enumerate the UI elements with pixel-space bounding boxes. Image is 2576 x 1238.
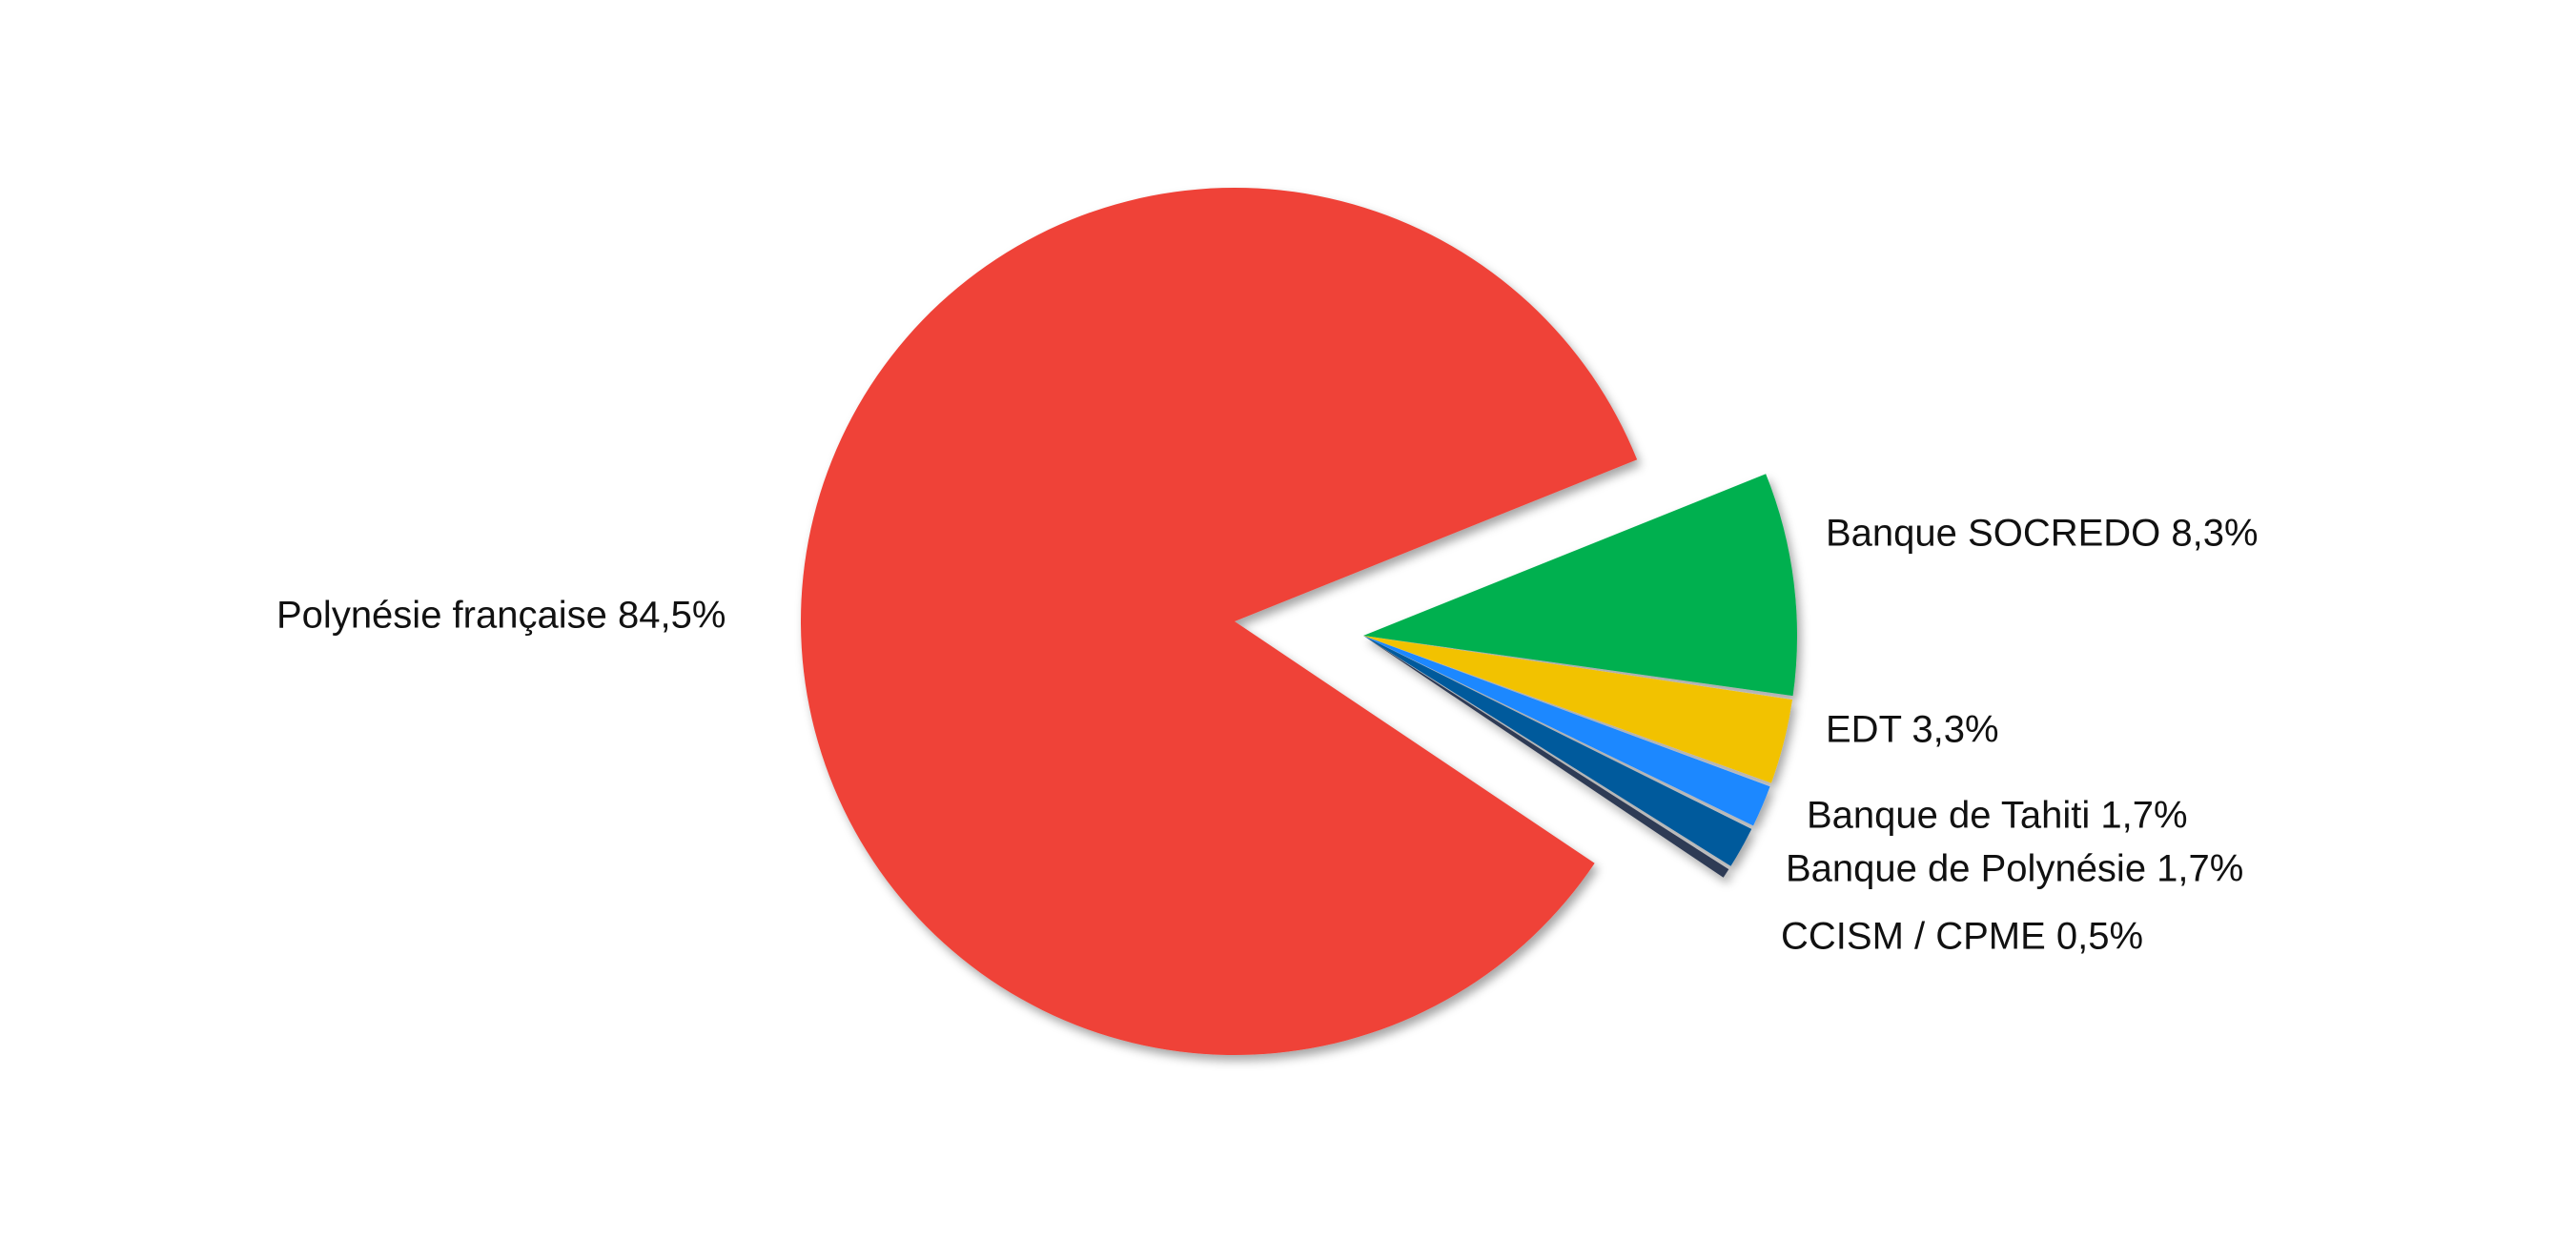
label-polynesie-francaise: Polynésie française 84,5% <box>276 595 726 637</box>
labels-layer: Polynésie française 84,5% Banque SOCREDO … <box>276 513 2259 958</box>
slice-banque-socredo <box>1363 474 1798 697</box>
slice-ccism-cpme <box>1363 636 1729 878</box>
label-banque-de-polynesie: Banque de Polynésie 1,7% <box>1786 848 2243 890</box>
slice-banque-de-polynesie <box>1363 636 1752 866</box>
slice-polynesie-francaise <box>801 188 1638 1055</box>
label-ccism-cpme: CCISM / CPME 0,5% <box>1781 916 2143 958</box>
label-edt: EDT 3,3% <box>1826 709 1999 751</box>
slice-banque-de-tahiti <box>1363 636 1770 826</box>
label-banque-de-tahiti: Banque de Tahiti 1,7% <box>1807 795 2188 837</box>
label-banque-socredo: Banque SOCREDO 8,3% <box>1826 513 2259 555</box>
slices-layer <box>801 188 1798 1055</box>
slice-edt <box>1363 636 1793 783</box>
